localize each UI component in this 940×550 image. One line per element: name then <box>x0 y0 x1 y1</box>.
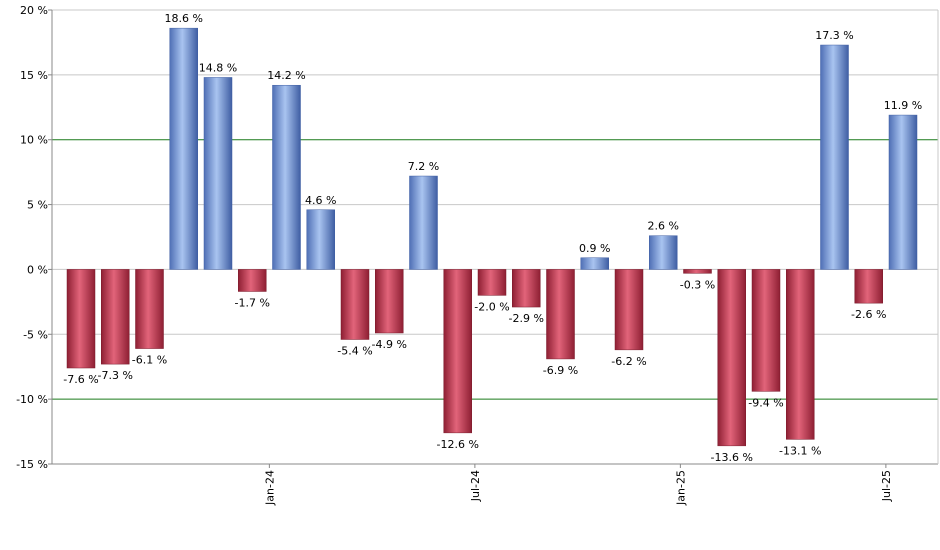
data-label: -5.4 % <box>337 344 372 357</box>
data-label: -7.6 % <box>63 373 98 386</box>
bar-positive <box>306 209 335 270</box>
data-label: -2.6 % <box>851 308 886 321</box>
data-label: -6.1 % <box>132 354 167 367</box>
y-tick-label: -5 % <box>23 328 48 341</box>
y-tick-label: -10 % <box>16 393 48 406</box>
data-label: 18.6 % <box>165 12 203 25</box>
bar-positive <box>820 44 849 270</box>
data-label: -0.3 % <box>680 278 715 291</box>
bar-negative <box>238 269 267 292</box>
y-tick-label: 0 % <box>27 263 48 276</box>
bar-negative <box>546 269 575 360</box>
bar-negative <box>375 269 404 334</box>
data-label: -1.7 % <box>235 296 270 309</box>
data-label: 2.6 % <box>648 220 679 233</box>
data-label: -6.9 % <box>543 364 578 377</box>
x-tick-label: Jan-24 <box>263 470 276 506</box>
data-label: 11.9 % <box>884 99 922 112</box>
y-tick-label: 20 % <box>20 4 48 17</box>
bar-negative <box>614 269 644 351</box>
data-label: -4.9 % <box>372 338 407 351</box>
data-label: -7.3 % <box>98 369 133 382</box>
bar-positive <box>580 257 609 270</box>
data-label: 0.9 % <box>579 242 610 255</box>
y-tick-label: 5 % <box>27 199 48 212</box>
bar-negative <box>751 269 781 392</box>
bar-negative <box>854 269 883 304</box>
data-label: 4.6 % <box>305 194 336 207</box>
bar-negative <box>683 269 712 274</box>
bar-positive <box>888 114 918 270</box>
data-label: -6.2 % <box>611 355 646 368</box>
bar-negative <box>512 269 541 308</box>
y-tick-label: -15 % <box>16 458 48 471</box>
y-tick-label: 15 % <box>20 69 48 82</box>
bar-positive <box>203 77 233 270</box>
bar-positive <box>272 84 301 270</box>
bar-negative <box>101 269 130 365</box>
bar-positive <box>409 175 438 270</box>
bar-positive <box>169 27 198 270</box>
data-label: 7.2 % <box>408 160 439 173</box>
bars <box>66 27 918 447</box>
data-label: -2.9 % <box>509 312 544 325</box>
data-labels: -7.6 %-7.3 % -6.1 % 18.6 % 14.8 % -1.7 % 14.2… <box>63 12 922 464</box>
y-tick-label: 10 % <box>20 134 48 147</box>
x-tick-label: Jan-25 <box>674 470 687 506</box>
data-label: -12.6 % <box>437 438 479 451</box>
bar-negative <box>340 269 370 340</box>
data-label: -13.6 % <box>711 451 753 464</box>
bar-negative <box>443 269 472 434</box>
data-label: 14.2 % <box>267 69 305 82</box>
bar-negative <box>717 269 746 447</box>
axes: 20 % 15 % 10 % 5 % 0 % -5 % -10 % -15 % Jan-24 Ju… <box>16 4 939 506</box>
data-label: 17.3 % <box>815 29 853 42</box>
data-label: 14.8 % <box>199 61 237 74</box>
bar-positive <box>649 235 678 270</box>
data-label: -2.0 % <box>474 300 509 313</box>
bar-negative <box>786 269 815 440</box>
x-tick-label: Jul-24 <box>469 470 482 502</box>
bar-negative <box>477 269 507 296</box>
bar-negative <box>135 269 164 349</box>
data-label: -9.4 % <box>748 396 783 409</box>
x-tick-label: Jul-25 <box>880 470 893 502</box>
bar-negative <box>66 269 96 369</box>
data-label: -13.1 % <box>779 444 821 457</box>
